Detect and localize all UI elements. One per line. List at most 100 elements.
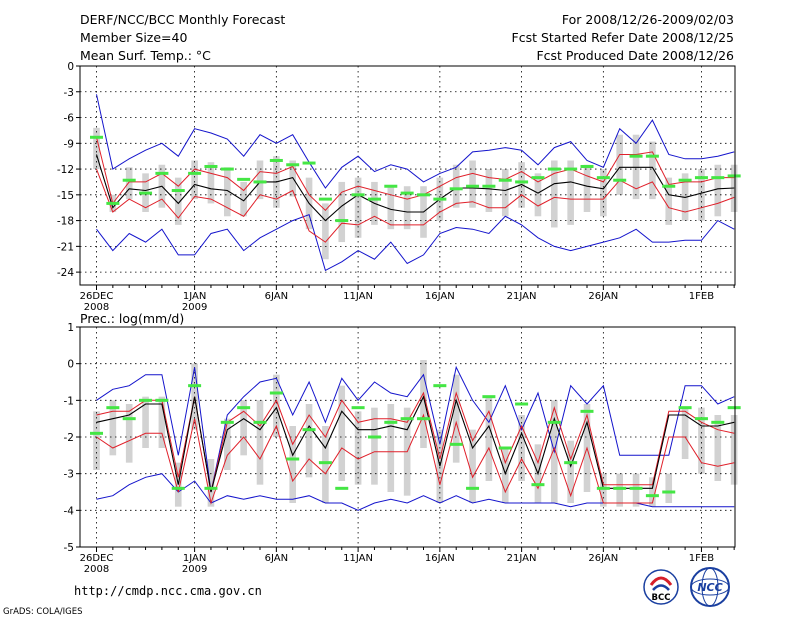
spread-box <box>469 160 476 208</box>
observed-mark <box>645 494 659 498</box>
observed-mark <box>564 167 578 171</box>
x-tick-label: 1FEB <box>689 291 714 302</box>
spread-box <box>240 400 247 456</box>
spread-box <box>567 160 574 225</box>
observed-mark <box>286 457 300 461</box>
observed-mark <box>220 420 234 424</box>
observed-mark <box>204 164 218 168</box>
x-tick-label: 1JAN <box>183 553 206 564</box>
member-size: Member Size=40 <box>80 30 187 45</box>
x-tick-label: 26JAN <box>588 553 618 564</box>
forecast-started-date: Fcst Started Refer Date 2008/12/25 <box>512 30 735 45</box>
observed-mark <box>694 417 708 421</box>
y-tick-label: -9 <box>64 138 74 150</box>
spread-box <box>273 374 280 437</box>
spread-box <box>289 426 296 503</box>
y-tick-label: -4 <box>64 505 75 517</box>
observed-mark <box>547 420 561 424</box>
spread-box <box>485 169 493 212</box>
y-tick-label: -5 <box>64 542 74 554</box>
observed-mark <box>269 158 283 162</box>
spread-box <box>158 396 166 448</box>
spread-box <box>142 396 149 448</box>
x-tick-label: 21JAN <box>507 553 537 564</box>
spread-box <box>224 418 231 470</box>
x-tick-label: 26JAN <box>588 291 618 302</box>
spread-box <box>256 160 264 200</box>
observed-mark <box>629 486 643 490</box>
spread-box <box>174 177 182 225</box>
spread-box <box>469 429 476 503</box>
minus-std-line <box>96 168 735 243</box>
observed-mark <box>155 171 169 175</box>
y-tick-label: 0 <box>67 359 74 371</box>
observed-mark <box>318 197 332 201</box>
x-tick-label: 26DEC <box>80 553 114 564</box>
footer-url: http://cmdp.ncc.cma.gov.cn <box>74 584 262 598</box>
observed-mark <box>253 180 267 184</box>
observed-mark <box>515 180 529 184</box>
spread-box <box>649 477 656 507</box>
observed-mark <box>139 191 153 195</box>
bcc-logo-text: BCC <box>652 593 671 603</box>
observed-mark <box>466 486 480 490</box>
observed-mark <box>417 417 430 421</box>
observed-mark <box>531 483 545 487</box>
spread-box <box>371 407 378 485</box>
x-tick-label: 6JAN <box>265 553 288 564</box>
observed-mark <box>302 161 316 165</box>
spread-box <box>600 473 607 507</box>
observed-mark <box>694 176 708 180</box>
spread-box <box>632 473 640 507</box>
spread-box <box>616 473 623 507</box>
spread-box <box>649 141 656 200</box>
y-tick-label: -6 <box>64 113 75 125</box>
observed-mark <box>727 174 741 178</box>
spread-box <box>501 448 509 503</box>
spread-box <box>567 440 574 503</box>
spread-box <box>322 203 329 260</box>
observed-mark <box>466 184 480 188</box>
temperature-panel-title: Mean Surf. Temp.: °C <box>80 48 211 63</box>
observed-mark <box>596 486 610 490</box>
x-tick-year-label: 2008 <box>84 564 109 575</box>
observed-mark <box>482 184 496 188</box>
observed-mark <box>417 193 430 197</box>
spread-box <box>305 404 313 478</box>
x-tick-year-label: 2009 <box>182 564 207 575</box>
observed-mark <box>122 417 136 421</box>
ensemble-mean-line <box>96 395 735 493</box>
max-line <box>96 365 735 493</box>
x-tick-year-label: 2009 <box>182 302 207 313</box>
spread-box <box>93 411 100 470</box>
observed-mark <box>384 420 398 424</box>
observed-mark <box>302 428 316 432</box>
observed-mark <box>106 201 120 205</box>
minus-std-line <box>96 413 735 505</box>
spread-box <box>534 173 542 217</box>
spread-box <box>224 167 231 217</box>
spread-box <box>338 385 346 481</box>
ncc-logo: NCC <box>690 567 730 607</box>
precipitation-panel-title: Prec.: log(mm/d) <box>80 311 184 326</box>
x-tick-label: 26DEC <box>80 291 114 302</box>
observed-mark <box>711 176 725 180</box>
observed-mark <box>580 164 594 168</box>
observed-mark <box>253 420 267 424</box>
spread-box <box>125 167 133 200</box>
observed-mark <box>351 193 365 197</box>
observed-mark <box>531 176 545 180</box>
observed-mark <box>90 135 103 139</box>
y-tick-label: -3 <box>64 469 74 481</box>
observed-mark <box>269 391 283 395</box>
spread-box <box>551 160 558 228</box>
observed-mark <box>449 187 463 191</box>
observed-mark <box>482 395 496 399</box>
observed-mark <box>449 442 463 446</box>
spread-box <box>322 426 329 503</box>
observed-mark <box>645 154 659 158</box>
spread-box <box>665 177 673 225</box>
spread-box <box>583 164 591 212</box>
